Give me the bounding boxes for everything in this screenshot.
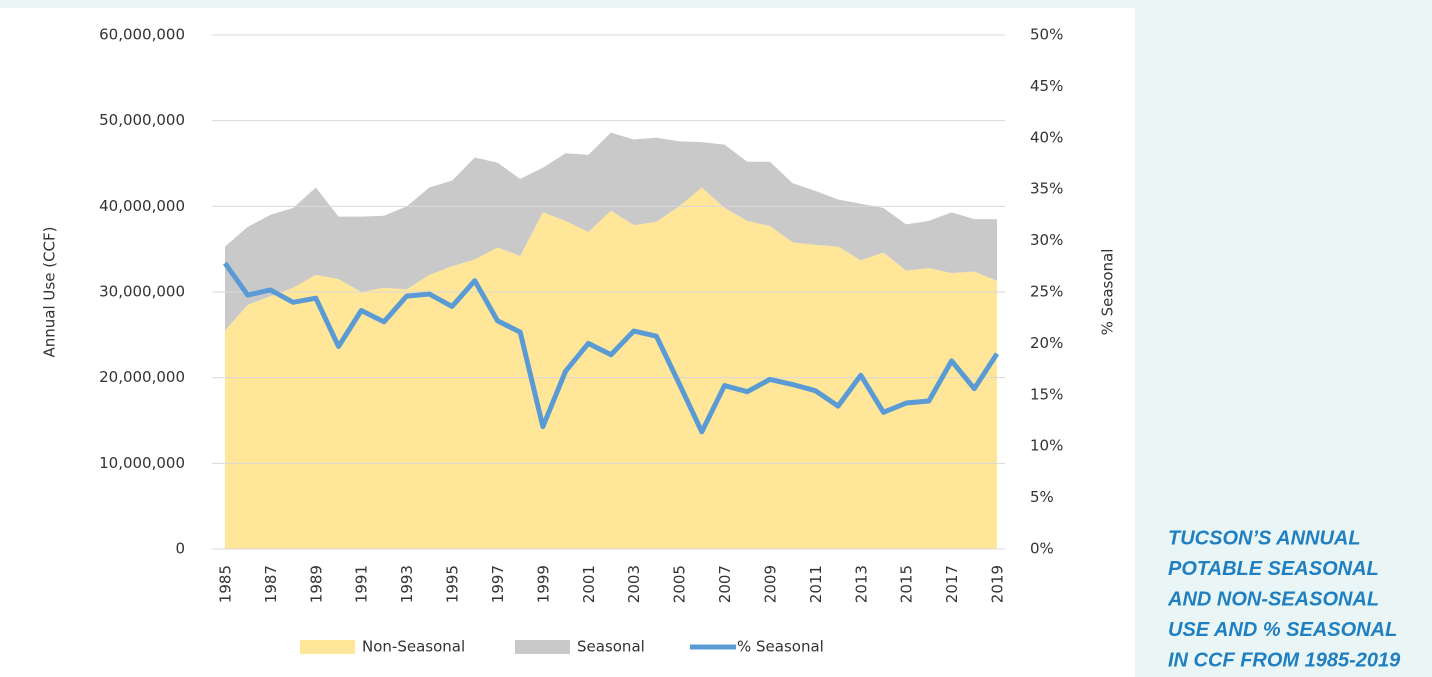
y-tick-label: 20,000,000 — [99, 368, 185, 386]
y2-tick-label: 20% — [1030, 334, 1063, 352]
y2-tick-label: 15% — [1030, 385, 1063, 403]
caption-line: USE AND % SEASONAL — [1168, 619, 1397, 641]
line — [222, 261, 1000, 435]
y2-tick-label: 45% — [1030, 77, 1063, 95]
y2-axis-label: % Seasonal — [1099, 249, 1117, 336]
x-tick-label: 1995 — [444, 565, 462, 603]
x-tick-label: 2005 — [671, 565, 689, 603]
y-tick-label: 60,000,000 — [99, 26, 185, 44]
x-tick-label: 2001 — [580, 565, 598, 603]
x-tick-label: 1987 — [262, 565, 280, 603]
y-tick-label: 40,000,000 — [99, 197, 185, 215]
caption-line: IN CCF FROM 1985-2019 — [1168, 649, 1401, 671]
x-tick-label: 1999 — [534, 565, 552, 603]
grid — [212, 34, 1005, 550]
x-tick-label: 1991 — [353, 565, 371, 603]
x-tick-label: 1997 — [489, 565, 507, 603]
y2-tick-label: 30% — [1030, 231, 1063, 249]
x-tick-label: 2013 — [852, 565, 870, 603]
x-tick-label: 1989 — [307, 565, 325, 603]
y2-tick-label: 50% — [1030, 26, 1063, 44]
x-tick-label: 2017 — [943, 565, 961, 603]
y-tick-label: 50,000,000 — [99, 111, 185, 129]
x-tick-label: 2009 — [761, 565, 779, 603]
y-tick-label: 10,000,000 — [99, 454, 185, 472]
x-tick-label: 1985 — [217, 565, 235, 603]
y2-tick-label: 10% — [1030, 437, 1063, 455]
legend-swatch — [515, 640, 570, 654]
x-tick-label: 2019 — [989, 565, 1007, 603]
y2-tick-label: 5% — [1030, 488, 1054, 506]
x-tick-label: 2011 — [807, 565, 825, 603]
x-tick-label: 2007 — [716, 565, 734, 603]
caption-line: AND NON-SEASONAL — [1167, 588, 1379, 610]
y2-tick-label: 0% — [1030, 540, 1054, 558]
y-tick-label: 0 — [175, 540, 185, 558]
caption-line: POTABLE SEASONAL — [1168, 558, 1379, 580]
legend-swatch — [300, 640, 355, 654]
x-tick-label: 1993 — [398, 565, 416, 603]
x-tick-label: 2015 — [898, 565, 916, 603]
legend-label: % Seasonal — [737, 638, 824, 656]
legend-label: Non-Seasonal — [362, 638, 465, 656]
y-axis-label: Annual Use (CCF) — [41, 227, 59, 358]
x-tick-label: 2003 — [625, 565, 643, 603]
caption-line: TUCSON’S ANNUAL — [1168, 527, 1361, 549]
area — [225, 132, 997, 331]
y2-tick-label: 40% — [1030, 128, 1063, 146]
y2-tick-label: 35% — [1030, 180, 1063, 198]
y2-tick-label: 25% — [1030, 283, 1063, 301]
area — [225, 187, 997, 549]
legend-label: Seasonal — [577, 638, 645, 656]
y-tick-label: 30,000,000 — [99, 283, 185, 301]
